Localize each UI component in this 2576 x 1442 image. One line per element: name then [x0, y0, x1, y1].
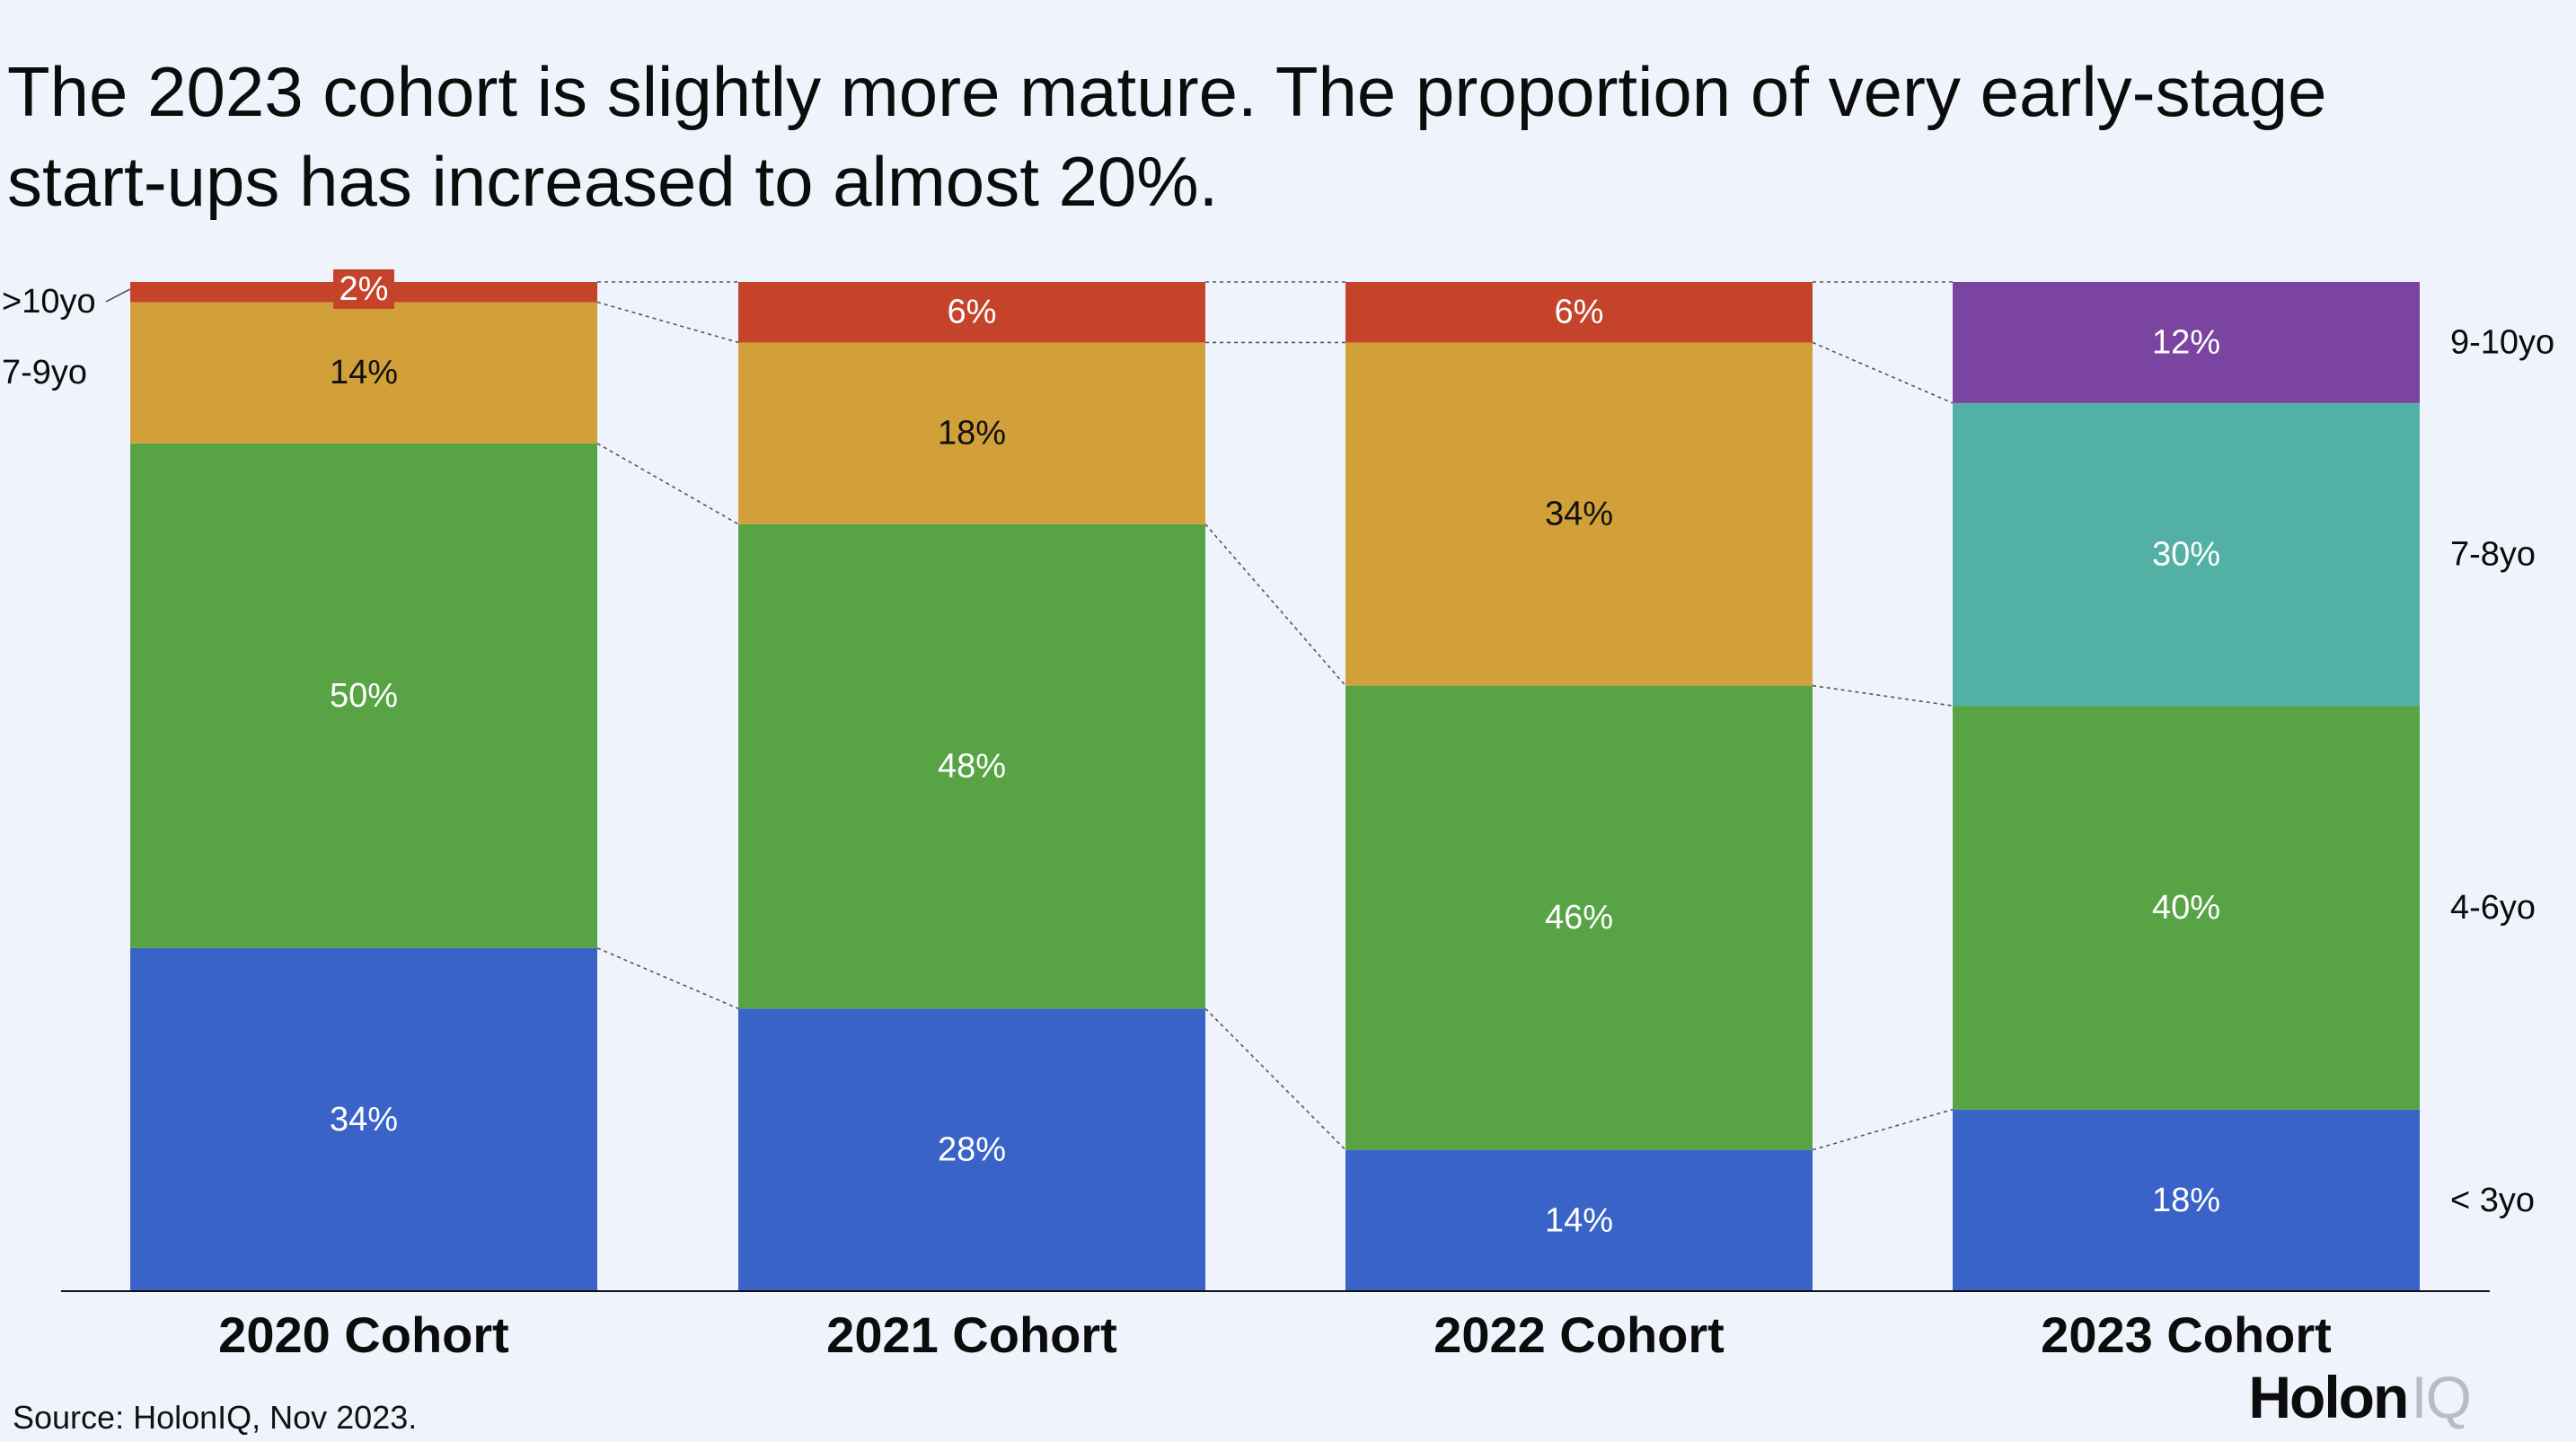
category-label-2020-cohort: 2020 Cohort — [218, 1306, 509, 1363]
logo-accent-text: IQ — [2411, 1364, 2472, 1430]
bar-segment-2022-cohort-4-6yo — [1345, 685, 1813, 1150]
bar-segment-2023-cohort-9-10yo — [1953, 282, 2420, 403]
bar-segment-2021-cohort-4-6yo — [738, 523, 1205, 1009]
connector-line — [596, 301, 739, 344]
bar-segment-2021-cohort-10yo — [738, 282, 1205, 343]
bar-segment-2023-cohort-7-8yo — [1953, 402, 2420, 707]
logo-main-text: Holon — [2248, 1364, 2409, 1430]
left-legend-leader-line — [105, 288, 131, 303]
segment-label-2021-cohort-10yo: 6% — [948, 294, 997, 331]
connector-line — [1204, 523, 1346, 687]
chart-title: The 2023 cohort is slightly more mature.… — [7, 52, 2327, 221]
small-segment-label-box — [333, 269, 394, 309]
segment-label-2022-cohort-7-9yo: 34% — [1545, 496, 1613, 533]
connector-line — [596, 443, 739, 525]
left-legend-7-9yo: 7-9yo — [2, 354, 87, 391]
segment-label-2023-cohort-3yo: 18% — [2152, 1182, 2220, 1219]
connector-line — [1812, 1108, 1954, 1151]
bar-segment-2022-cohort-7-9yo — [1345, 342, 1813, 686]
segment-label-2021-cohort-3yo: 28% — [938, 1131, 1006, 1169]
bar-segment-2022-cohort-3yo — [1345, 1149, 1813, 1291]
category-label-2021-cohort: 2021 Cohort — [826, 1306, 1117, 1363]
right-legend-9-10yo: 9-10yo — [2450, 323, 2554, 361]
category-label-2023-cohort: 2023 Cohort — [2041, 1306, 2332, 1363]
segment-label-2022-cohort-4-6yo: 46% — [1545, 899, 1613, 936]
bar-segment-2022-cohort-10yo — [1345, 282, 1813, 343]
right-legend-7-8yo: 7-8yo — [2450, 535, 2536, 573]
segment-label-2022-cohort-10yo: 6% — [1555, 294, 1604, 331]
bar-segment-2020-cohort-7-9yo — [130, 302, 597, 444]
bar-segment-2020-cohort-4-6yo — [130, 443, 597, 948]
source-note: Source: HolonIQ, Nov 2023. — [13, 1399, 418, 1436]
segment-label-2020-cohort-3yo: 34% — [330, 1101, 398, 1139]
segment-label-2023-cohort-4-6yo: 40% — [2152, 889, 2220, 927]
right-legend-4-6yo: 4-6yo — [2450, 889, 2536, 927]
segment-label-2020-cohort-10yo: 2% — [340, 270, 389, 308]
connector-line — [1204, 1007, 1346, 1151]
bar-segment-2023-cohort-3yo — [1953, 1109, 2420, 1291]
segment-label-2023-cohort-7-8yo: 30% — [2152, 535, 2220, 573]
connector-line — [596, 947, 739, 1010]
category-label-2022-cohort: 2022 Cohort — [1434, 1306, 1725, 1363]
bar-segment-2023-cohort-4-6yo — [1953, 706, 2420, 1110]
segment-label-2021-cohort-7-9yo: 18% — [938, 415, 1006, 453]
segment-label-2023-cohort-9-10yo: 12% — [2152, 323, 2220, 361]
bar-segment-2021-cohort-7-9yo — [738, 342, 1205, 524]
holoniq-logo: HolonIQ — [2248, 1363, 2472, 1431]
segment-label-2020-cohort-4-6yo: 50% — [330, 677, 398, 715]
bar-segment-2020-cohort-3yo — [130, 947, 597, 1291]
segment-label-2020-cohort-7-9yo: 14% — [330, 354, 398, 391]
left-legend-10yo: >10yo — [2, 283, 96, 321]
connector-line — [1812, 341, 1954, 404]
segment-label-2021-cohort-4-6yo: 48% — [938, 748, 1006, 786]
connector-line — [1812, 684, 1954, 707]
segment-label-2022-cohort-3yo: 14% — [1545, 1201, 1613, 1239]
right-legend-3yo: < 3yo — [2450, 1182, 2535, 1219]
bar-segment-2021-cohort-3yo — [738, 1008, 1205, 1291]
